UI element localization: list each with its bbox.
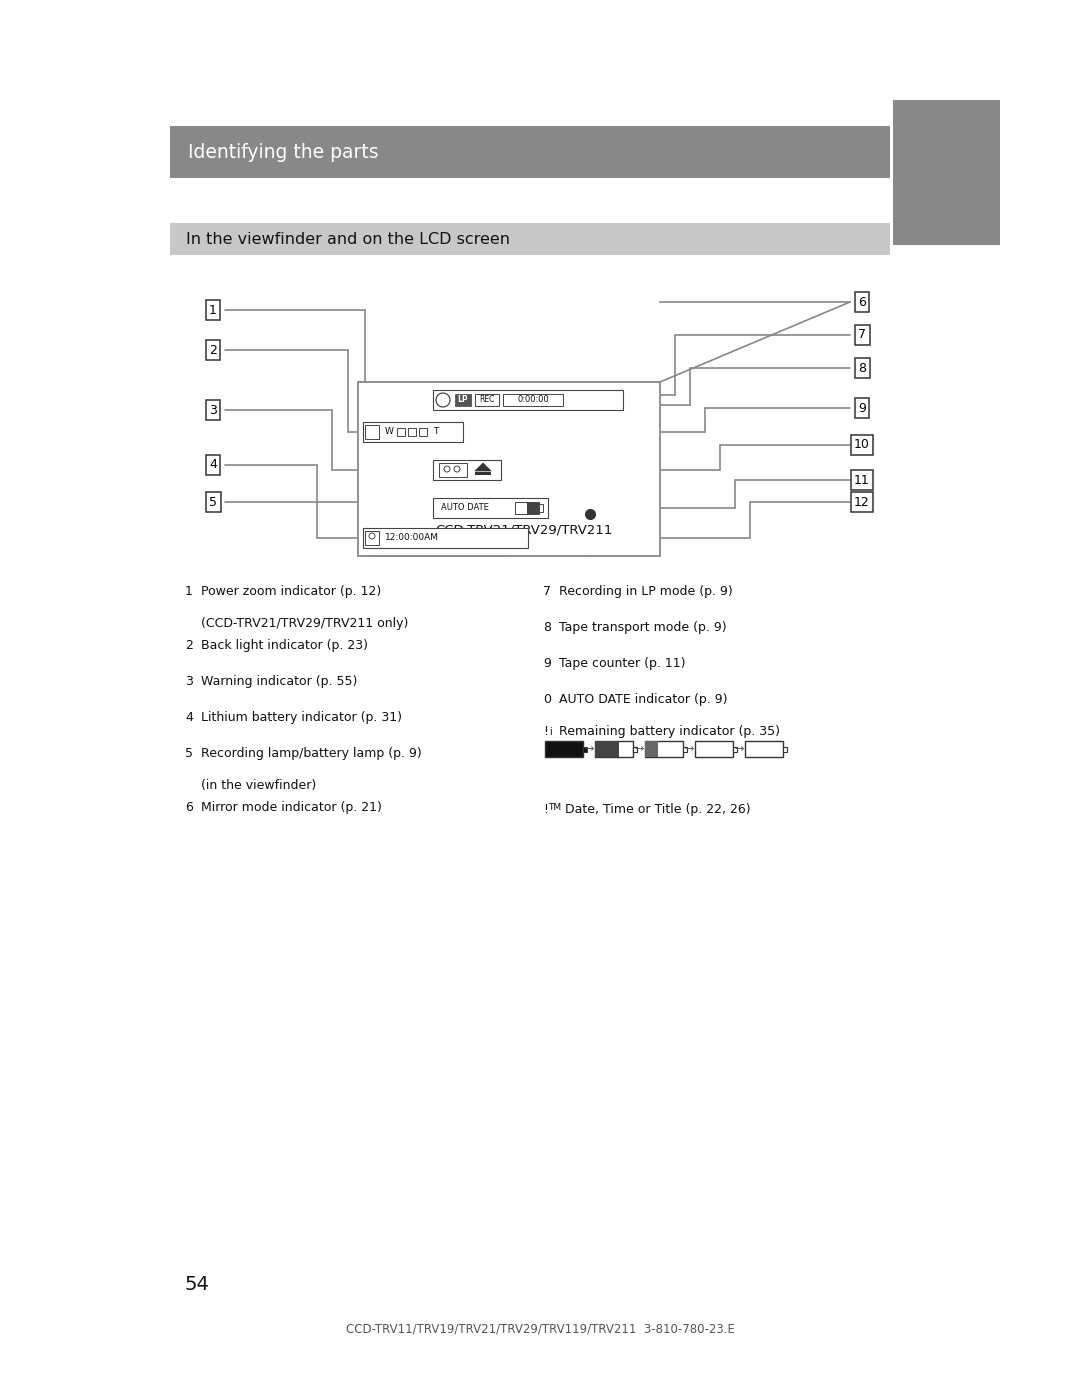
- Text: Recording in LP mode (p. 9): Recording in LP mode (p. 9): [559, 585, 732, 598]
- Bar: [515, 502, 539, 514]
- Text: Mirror mode indicator (p. 21): Mirror mode indicator (p. 21): [201, 800, 382, 814]
- Bar: [893, 101, 1000, 244]
- Text: Identifying the parts: Identifying the parts: [188, 142, 379, 162]
- Bar: [433, 497, 548, 518]
- Text: 10: 10: [854, 439, 869, 451]
- Circle shape: [436, 393, 450, 407]
- Polygon shape: [475, 462, 491, 471]
- Text: TM: TM: [548, 803, 562, 812]
- Text: 11: 11: [854, 474, 869, 486]
- Text: 5: 5: [210, 496, 217, 509]
- Bar: [408, 427, 416, 436]
- Text: 7: 7: [858, 328, 866, 341]
- Bar: [438, 462, 467, 476]
- Bar: [357, 381, 660, 556]
- Text: (CCD-TRV21/TRV29/TRV211 only): (CCD-TRV21/TRV29/TRV211 only): [201, 617, 408, 630]
- Bar: [633, 747, 637, 752]
- Text: CCD-TRV21/TRV29/TRV211: CCD-TRV21/TRV29/TRV211: [435, 524, 612, 536]
- Text: 0: 0: [543, 693, 551, 705]
- Bar: [455, 394, 471, 407]
- Text: CCD-TRV11/TRV19/TRV21/TRV29/TRV119/TRV211  3-810-780-23.E: CCD-TRV11/TRV19/TRV21/TRV29/TRV119/TRV21…: [346, 1323, 734, 1336]
- Text: 7: 7: [543, 585, 551, 598]
- Text: REC: REC: [480, 395, 495, 405]
- Text: T: T: [433, 427, 438, 436]
- Text: 9: 9: [859, 401, 866, 415]
- Bar: [419, 427, 427, 436]
- Text: 3: 3: [185, 675, 193, 687]
- Text: 0:00:00: 0:00:00: [517, 395, 549, 405]
- Text: 1: 1: [210, 303, 217, 317]
- Text: 54: 54: [185, 1275, 210, 1295]
- Text: Tape transport mode (p. 9): Tape transport mode (p. 9): [559, 622, 727, 634]
- Text: 12: 12: [854, 496, 869, 509]
- Text: 2: 2: [210, 344, 217, 356]
- Text: Remaining battery indicator (p. 35): Remaining battery indicator (p. 35): [559, 725, 780, 738]
- Bar: [475, 394, 499, 407]
- Bar: [170, 224, 890, 256]
- Circle shape: [444, 467, 450, 472]
- Bar: [539, 504, 543, 511]
- Text: 4: 4: [185, 711, 193, 724]
- Bar: [696, 740, 733, 757]
- Text: 2: 2: [185, 638, 193, 652]
- Bar: [745, 740, 783, 757]
- Text: 4: 4: [210, 458, 217, 472]
- Bar: [595, 740, 633, 757]
- Text: Recording lamp/battery lamp (p. 9): Recording lamp/battery lamp (p. 9): [201, 747, 422, 760]
- Bar: [363, 528, 528, 548]
- Text: Date, Time or Title (p. 22, 26): Date, Time or Title (p. 22, 26): [565, 803, 751, 816]
- Bar: [595, 740, 619, 757]
- Circle shape: [369, 534, 375, 539]
- Bar: [433, 460, 501, 481]
- Text: Lithium battery indicator (p. 31): Lithium battery indicator (p. 31): [201, 711, 402, 724]
- Bar: [475, 472, 491, 475]
- Bar: [583, 747, 588, 752]
- Bar: [365, 425, 379, 439]
- Text: W: W: [384, 427, 394, 436]
- Text: Tape counter (p. 11): Tape counter (p. 11): [559, 657, 686, 671]
- Text: →: →: [634, 745, 644, 754]
- Text: i: i: [549, 726, 552, 738]
- Bar: [503, 394, 563, 407]
- Bar: [545, 740, 583, 757]
- Text: !: !: [543, 725, 548, 738]
- Text: (in the viewfinder): (in the viewfinder): [201, 780, 316, 792]
- Text: Power zoom indicator (p. 12): Power zoom indicator (p. 12): [201, 585, 381, 598]
- Bar: [645, 740, 683, 757]
- Text: !: !: [543, 803, 548, 816]
- Bar: [170, 126, 890, 177]
- Text: In the viewfinder and on the LCD screen: In the viewfinder and on the LCD screen: [186, 232, 510, 246]
- Bar: [633, 747, 637, 752]
- Text: 6: 6: [859, 296, 866, 309]
- Bar: [397, 427, 405, 436]
- Text: LP: LP: [458, 395, 469, 405]
- Text: 8: 8: [858, 362, 866, 374]
- Text: 1: 1: [185, 585, 193, 598]
- Text: Back light indicator (p. 23): Back light indicator (p. 23): [201, 638, 368, 652]
- Bar: [365, 531, 379, 545]
- Bar: [733, 747, 737, 752]
- Text: 6: 6: [185, 800, 193, 814]
- Text: AUTO DATE indicator (p. 9): AUTO DATE indicator (p. 9): [559, 693, 728, 705]
- Text: 8: 8: [543, 622, 551, 634]
- Bar: [363, 422, 463, 441]
- Text: AUTO DATE: AUTO DATE: [441, 503, 489, 513]
- Text: 5: 5: [185, 747, 193, 760]
- Bar: [783, 747, 787, 752]
- Circle shape: [454, 467, 460, 472]
- Text: 9: 9: [543, 657, 551, 671]
- Bar: [683, 747, 687, 752]
- Text: →: →: [584, 745, 594, 754]
- Text: Warning indicator (p. 55): Warning indicator (p. 55): [201, 675, 357, 687]
- Bar: [645, 740, 658, 757]
- Bar: [433, 390, 623, 409]
- Bar: [527, 502, 539, 514]
- Text: →: →: [734, 745, 744, 754]
- Text: 3: 3: [210, 404, 217, 416]
- Text: →: →: [685, 745, 693, 754]
- Text: 12:00:00AM: 12:00:00AM: [384, 534, 438, 542]
